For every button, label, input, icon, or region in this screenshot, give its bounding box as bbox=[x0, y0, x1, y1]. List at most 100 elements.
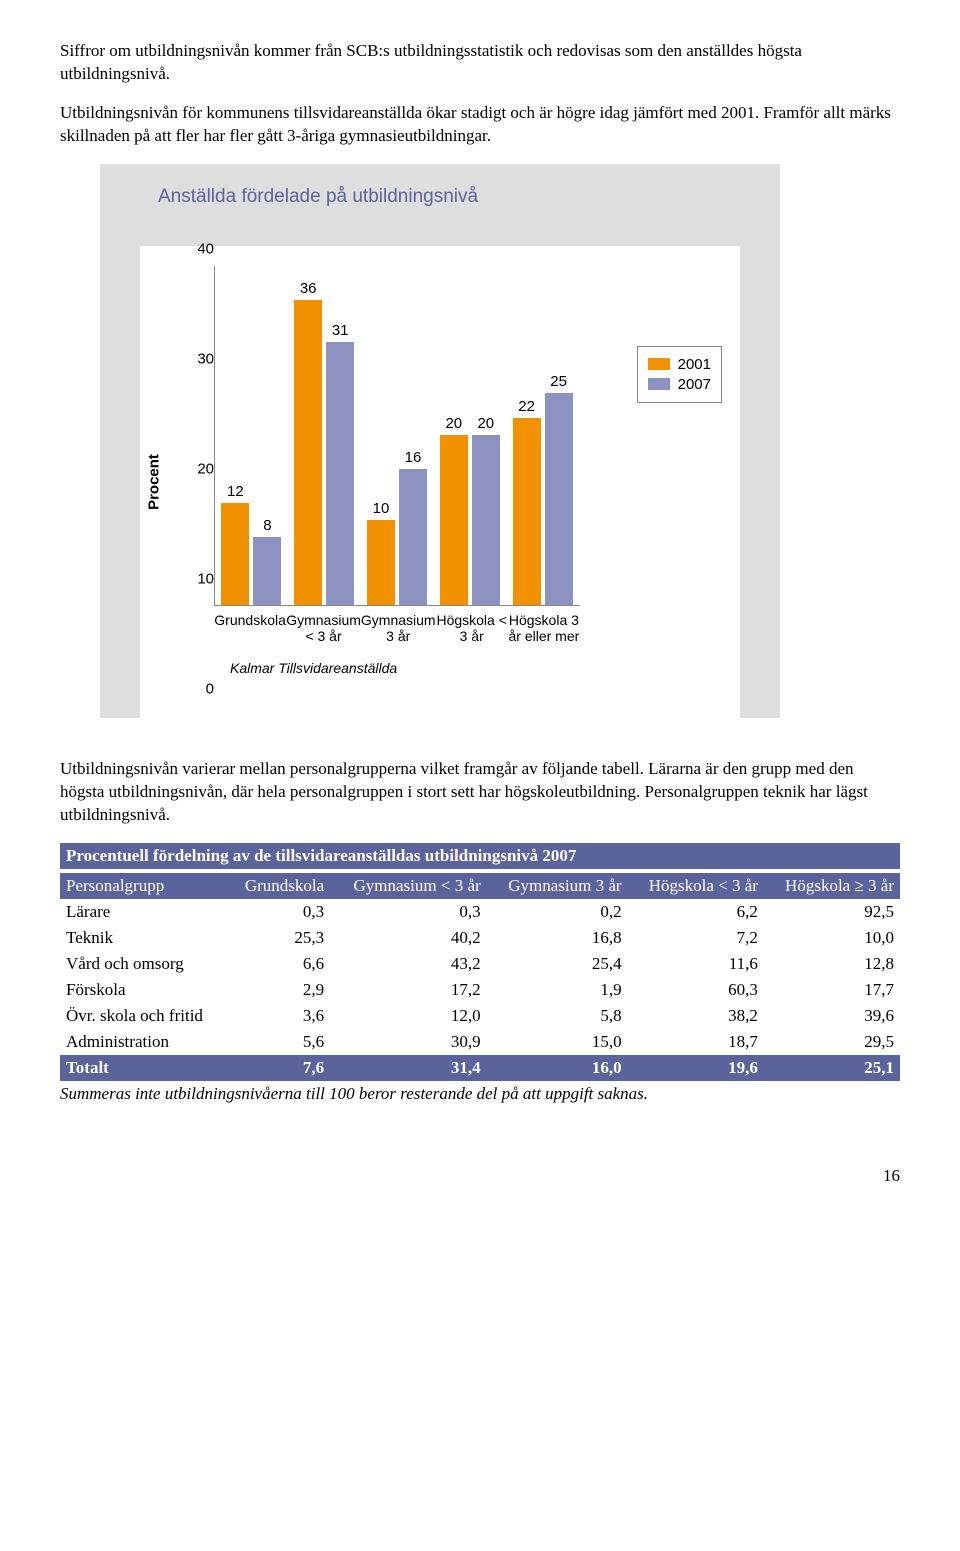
table-cell: 16,8 bbox=[487, 925, 628, 951]
legend-item: 2001 bbox=[648, 356, 711, 373]
intro-p1: Siffror om utbildningsnivån kommer från … bbox=[60, 40, 900, 86]
table-total-cell: 16,0 bbox=[487, 1055, 628, 1081]
table-total-cell: Totalt bbox=[60, 1055, 227, 1081]
table-row: Övr. skola och fritid3,612,05,838,239,6 bbox=[60, 1003, 900, 1029]
table-cell: Administration bbox=[60, 1029, 227, 1055]
legend-swatch bbox=[648, 378, 670, 390]
table-header: Gymnasium 3 år bbox=[487, 873, 628, 899]
table-cell: 15,0 bbox=[487, 1029, 628, 1055]
ytick: 20 bbox=[197, 460, 214, 477]
xaxis-label: Gymnasium < 3 år bbox=[286, 612, 361, 644]
table-cell: 5,6 bbox=[227, 1029, 330, 1055]
table-cell: Förskola bbox=[60, 977, 227, 1003]
chart-title: Anställda fördelade på utbildningsnivå bbox=[100, 164, 780, 216]
bar: 36 bbox=[294, 300, 322, 605]
bar: 20 bbox=[472, 435, 500, 605]
table-row: Administration5,630,915,018,729,5 bbox=[60, 1029, 900, 1055]
table-row: Vård och omsorg6,643,225,411,612,8 bbox=[60, 951, 900, 977]
bar: 16 bbox=[399, 469, 427, 605]
table-cell: 0,3 bbox=[330, 899, 487, 925]
ytick: 30 bbox=[197, 350, 214, 367]
table-cell: 17,7 bbox=[764, 977, 900, 1003]
table-cell: 11,6 bbox=[628, 951, 764, 977]
legend-label: 2001 bbox=[678, 356, 711, 373]
table-cell: 0,2 bbox=[487, 899, 628, 925]
mid-p: Utbildningsnivån varierar mellan persona… bbox=[60, 758, 900, 827]
table-cell: 12,8 bbox=[764, 951, 900, 977]
legend-label: 2007 bbox=[678, 376, 711, 393]
bar: 8 bbox=[253, 537, 281, 605]
table-cell: 25,3 bbox=[227, 925, 330, 951]
table-cell: Teknik bbox=[60, 925, 227, 951]
table-cell: 1,9 bbox=[487, 977, 628, 1003]
bar: 22 bbox=[513, 418, 541, 604]
page-number: 16 bbox=[60, 1166, 900, 1186]
bar: 31 bbox=[326, 342, 354, 605]
table-cell: 3,6 bbox=[227, 1003, 330, 1029]
table-header: Gymnasium < 3 år bbox=[330, 873, 487, 899]
table-cell: 6,6 bbox=[227, 951, 330, 977]
table-cell: 17,2 bbox=[330, 977, 487, 1003]
table-total-cell: 7,6 bbox=[227, 1055, 330, 1081]
chart-inner: Procent 010203040 1283631101620202225 20… bbox=[140, 246, 740, 718]
bar-label: 22 bbox=[518, 398, 535, 415]
table-cell: 60,3 bbox=[628, 977, 764, 1003]
xaxis-label: Gymnasium 3 år bbox=[361, 612, 436, 644]
table-cell: 2,9 bbox=[227, 977, 330, 1003]
legend-item: 2007 bbox=[648, 376, 711, 393]
table-cell: 7,2 bbox=[628, 925, 764, 951]
bar: 10 bbox=[367, 520, 395, 605]
xaxis-label: Grundskola bbox=[214, 612, 286, 644]
table-total-cell: 31,4 bbox=[330, 1055, 487, 1081]
bar-label: 31 bbox=[332, 322, 349, 339]
table-cell: 38,2 bbox=[628, 1003, 764, 1029]
table-header: Högskola ≥ 3 år bbox=[764, 873, 900, 899]
table-cell: 5,8 bbox=[487, 1003, 628, 1029]
bar-label: 8 bbox=[263, 517, 271, 534]
table-row: Lärare0,30,30,26,292,5 bbox=[60, 899, 900, 925]
table-cell: 30,9 bbox=[330, 1029, 487, 1055]
table-cell: Övr. skola och fritid bbox=[60, 1003, 227, 1029]
bar-label: 10 bbox=[373, 500, 390, 517]
table-row: Förskola2,917,21,960,317,7 bbox=[60, 977, 900, 1003]
table-cell: 39,6 bbox=[764, 1003, 900, 1029]
table-cell: Vård och omsorg bbox=[60, 951, 227, 977]
ytick: 10 bbox=[197, 570, 214, 587]
bar-label: 16 bbox=[405, 449, 422, 466]
xaxis-label: Högskola 3 år eller mer bbox=[508, 612, 580, 644]
chart-container: Anställda fördelade på utbildningsnivå P… bbox=[100, 164, 780, 718]
bar: 12 bbox=[221, 503, 249, 605]
table-header: Högskola < 3 år bbox=[628, 873, 764, 899]
table-cell: 10,0 bbox=[764, 925, 900, 951]
intro-p2: Utbildningsnivån för kommunens tillsvida… bbox=[60, 102, 900, 148]
ytick: 0 bbox=[206, 680, 214, 697]
bar-label: 20 bbox=[477, 415, 494, 432]
chart-subcaption: Kalmar Tillsvidareanställda bbox=[230, 660, 740, 676]
xaxis-label: Högskola < 3 år bbox=[436, 612, 508, 644]
table-footnote: Summeras inte utbildningsnivåerna till 1… bbox=[60, 1083, 900, 1106]
table-cell: 25,4 bbox=[487, 951, 628, 977]
table-cell: 6,2 bbox=[628, 899, 764, 925]
table-cell: 0,3 bbox=[227, 899, 330, 925]
ytick: 40 bbox=[197, 240, 214, 257]
bar-label: 25 bbox=[550, 373, 567, 390]
table-total-row: Totalt7,631,416,019,625,1 bbox=[60, 1055, 900, 1081]
table-header: Grundskola bbox=[227, 873, 330, 899]
chart-legend: 2001 2007 bbox=[637, 346, 722, 403]
bar-label: 20 bbox=[445, 415, 462, 432]
table-title: Procentuell fördelning av de tillsvidare… bbox=[60, 843, 900, 869]
table-row: Teknik25,340,216,87,210,0 bbox=[60, 925, 900, 951]
table-cell: 43,2 bbox=[330, 951, 487, 977]
data-table: PersonalgruppGrundskolaGymnasium < 3 årG… bbox=[60, 873, 900, 1081]
bar: 25 bbox=[545, 393, 573, 605]
bar-label: 12 bbox=[227, 483, 244, 500]
chart-ylabel: Procent bbox=[146, 454, 163, 510]
bar: 20 bbox=[440, 435, 468, 605]
table-total-cell: 25,1 bbox=[764, 1055, 900, 1081]
table-total-cell: 19,6 bbox=[628, 1055, 764, 1081]
table-cell: 40,2 bbox=[330, 925, 487, 951]
bar-label: 36 bbox=[300, 280, 317, 297]
table-cell: 92,5 bbox=[764, 899, 900, 925]
table-cell: 18,7 bbox=[628, 1029, 764, 1055]
table-cell: 29,5 bbox=[764, 1029, 900, 1055]
